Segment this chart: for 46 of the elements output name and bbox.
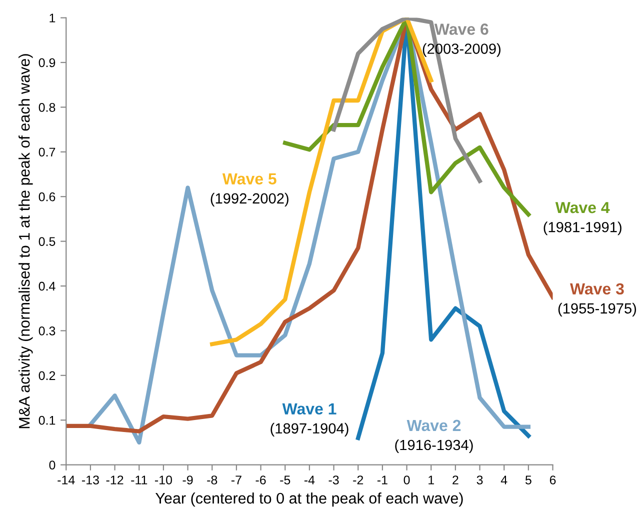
- annotation: (1897-1904): [270, 422, 348, 436]
- x-tick-label: 5: [525, 476, 532, 484]
- x-tick-label: -5: [280, 476, 290, 484]
- x-tick-label: -11: [131, 476, 148, 484]
- x-tick-label: -9: [182, 476, 193, 484]
- y-tick-label: 0.5: [38, 237, 56, 246]
- y-tick-label: 1: [50, 14, 56, 22]
- text: (1955-1975): [558, 302, 636, 316]
- x-axis-title: Year (centered to 0 at the peak of each wave): [155, 492, 463, 507]
- series-label: Wave 4: [555, 202, 610, 214]
- x-tick-label: 6: [550, 476, 556, 484]
- x-tick-label: -1: [377, 476, 388, 484]
- series-label: Wave 6: [434, 24, 488, 35]
- y-tick-label: 0.9: [38, 58, 56, 68]
- x-tick-label: -10: [154, 476, 172, 484]
- x-tick-label: -2: [353, 476, 364, 484]
- annotation: (1992-2002): [210, 192, 288, 206]
- y-tick-label: 0.8: [38, 102, 56, 112]
- x-tick-label: -12: [106, 476, 124, 484]
- x-tick-label: -7: [231, 476, 242, 484]
- annotation: (1981-1991): [544, 222, 622, 236]
- y-tick-label: 0: [49, 460, 56, 470]
- y-tick-label: 0.6: [38, 192, 56, 202]
- y-tick-label: 0.4: [38, 282, 56, 291]
- y-tick-label: 0.1: [38, 416, 56, 425]
- x-tick-label: 1: [428, 476, 434, 484]
- x-tick-label: -13: [82, 476, 99, 484]
- annotation: (2003-2009): [422, 43, 500, 57]
- x-tick-label: -6: [256, 476, 266, 484]
- series-label: Wave 2: [406, 420, 461, 432]
- x-tick-label: 3: [476, 476, 483, 484]
- y-axis-title: M&A activity (normalised to 1 at the peak of each wave): [18, 54, 33, 428]
- y-tick-label: 0.3: [38, 326, 56, 336]
- x-tick-label: -8: [207, 476, 218, 484]
- series-label: Wave 1: [282, 403, 336, 415]
- annotation: (1916-1934): [395, 439, 473, 454]
- x-tick-label: 2: [452, 476, 458, 484]
- x-tick-label: 0: [404, 476, 410, 484]
- x-tick-label: -3: [328, 476, 339, 484]
- y-tick-label: 0.2: [38, 371, 56, 380]
- text: Wave 5: [222, 173, 276, 185]
- x-tick-label: -14: [58, 476, 75, 484]
- x-tick-label: -4: [304, 476, 315, 484]
- x-tick-label: 4: [500, 476, 508, 484]
- series-label: Wave 3: [570, 283, 624, 295]
- y-tick-label: 0.7: [38, 148, 56, 157]
